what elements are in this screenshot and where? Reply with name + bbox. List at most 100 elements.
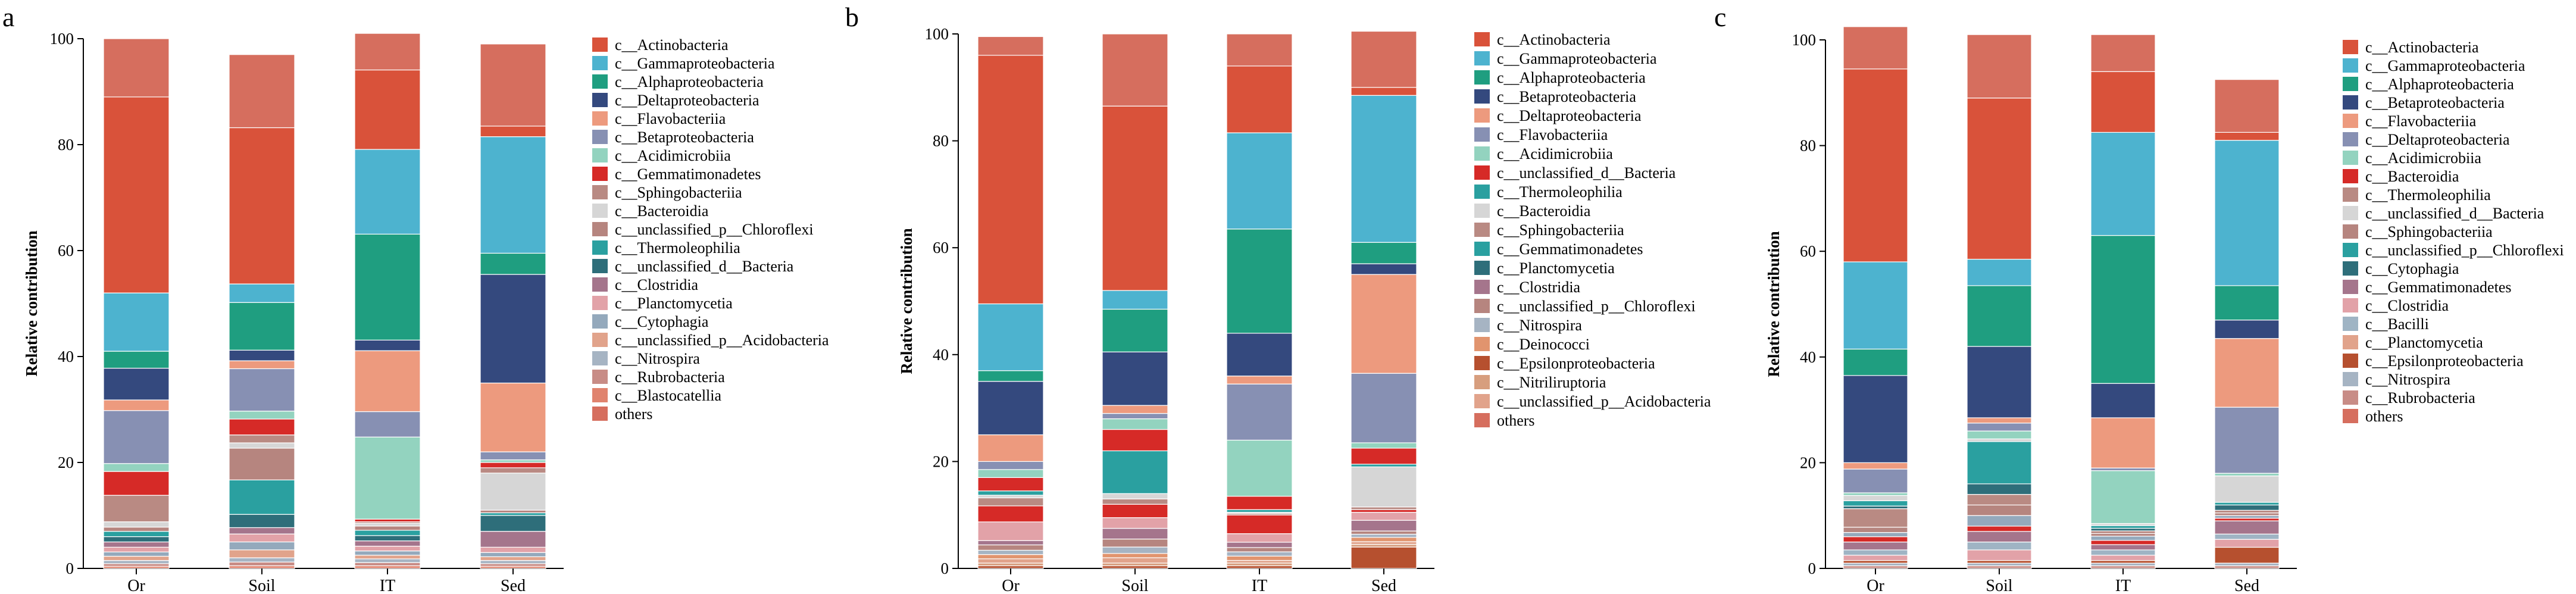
bar-segment — [1843, 508, 1908, 528]
bar-segment — [354, 69, 421, 150]
bar-segment — [2214, 512, 2280, 516]
bar-segment — [1967, 565, 2032, 569]
bar-segment — [2090, 235, 2156, 384]
legend-swatch — [2343, 132, 2358, 146]
bar-segment — [103, 526, 170, 532]
legend-label: c__Cytophagia — [615, 313, 709, 330]
legend-swatch — [2343, 317, 2358, 331]
bar-segment — [1350, 530, 1417, 535]
bar-segment — [103, 536, 170, 543]
bar-segment — [1350, 546, 1417, 569]
bar-segment — [229, 448, 295, 480]
bar-segment — [1350, 466, 1417, 508]
bar-segment — [1350, 533, 1417, 538]
bar-segment — [2214, 518, 2280, 521]
bar-segment — [1350, 509, 1417, 513]
bar-segment — [1843, 532, 1908, 537]
bar-segment — [977, 36, 1044, 56]
legend-swatch — [2343, 95, 2358, 110]
bar-segment — [229, 418, 295, 436]
x-tick-label: Soil — [248, 577, 275, 594]
bar-segment — [2090, 540, 2156, 545]
bar-segment — [354, 149, 421, 235]
bar-segment — [1350, 274, 1417, 374]
bar-segment — [229, 368, 295, 412]
bar-segment — [977, 55, 1044, 305]
x-tick-label: Sed — [1371, 577, 1396, 594]
bar-segment — [229, 565, 295, 569]
bar-segment — [354, 546, 421, 552]
legend-swatch — [2343, 187, 2358, 202]
bar-segment — [103, 495, 170, 523]
legend-swatch — [2343, 280, 2358, 294]
bar-segment — [480, 560, 546, 564]
x-tick-label: Or — [1002, 577, 1020, 594]
legend-label: others — [615, 405, 653, 423]
legend-swatch — [1474, 32, 1490, 46]
bar-segment — [229, 349, 295, 361]
bar-segment — [1350, 541, 1417, 545]
legend-label: c__Planctomycetia — [1497, 260, 1615, 277]
bar-segment — [229, 434, 295, 443]
bar-segment — [1226, 514, 1293, 534]
legend-swatch — [592, 56, 608, 70]
bar-segment — [2090, 527, 2156, 532]
bar-segment — [2214, 285, 2280, 321]
bar-segment — [1967, 258, 2032, 286]
bar-segment — [354, 565, 421, 569]
legend-swatch — [1474, 165, 1490, 180]
legend-label: c__Alphaproteobacteria — [615, 73, 764, 90]
bar-segment — [2214, 515, 2280, 519]
bar-segment — [1102, 450, 1168, 494]
bar-segment — [1967, 526, 2032, 532]
legend-label: c__Sphingobacteriia — [1497, 221, 1624, 239]
x-tick-label: Soil — [1986, 577, 2012, 594]
legend-label: c__Cytophagia — [2365, 260, 2459, 277]
bar-segment — [1967, 541, 2032, 551]
bar-segment — [1102, 565, 1168, 569]
legend-label: c__Bacteroidia — [2365, 168, 2459, 185]
legend-label: c__Epsilonproteobacteria — [2365, 352, 2524, 370]
y-axis-label: Relative contribution — [1765, 231, 1783, 377]
bar-segment — [977, 381, 1044, 436]
legend-label: c__Deltaproteobacteria — [615, 92, 759, 109]
bar-segment — [2214, 475, 2280, 503]
bar-segment — [480, 462, 546, 468]
bar-segment — [354, 555, 421, 559]
legend-swatch — [1474, 70, 1490, 85]
legend-swatch — [592, 314, 608, 329]
legend-swatch — [592, 204, 608, 218]
bar-segment — [1102, 498, 1168, 505]
bar-segment — [977, 540, 1044, 546]
legend-label: c__Thermoleophilia — [2365, 186, 2491, 204]
legend-swatch — [1474, 337, 1490, 351]
legend-label: c__Flavobacteriia — [1497, 126, 1608, 143]
legend-swatch — [1474, 89, 1490, 104]
legend-swatch — [2343, 335, 2358, 349]
legend-label: c__Acidimicrobiia — [1497, 145, 1613, 162]
bar-segment — [1226, 65, 1293, 133]
bar-segment — [1843, 565, 1908, 569]
bar-segment — [1843, 549, 1908, 556]
bar-segment — [1843, 541, 1908, 551]
bar-segment — [103, 555, 170, 561]
legend-label: c__Planctomycetia — [615, 295, 733, 312]
legend-label: c__Rubrobacteria — [2365, 389, 2475, 407]
legend-label: c__unclassified_d__Bacteria — [1497, 164, 1676, 182]
bar-segment — [2090, 132, 2156, 236]
legend-label: c__Actinobacteria — [615, 36, 729, 54]
legend-swatch — [592, 351, 608, 365]
bar-segment — [1102, 351, 1168, 406]
bar-segment — [2090, 530, 2156, 534]
bar-segment — [1350, 373, 1417, 443]
bar-segment — [1226, 533, 1293, 543]
bar-segment — [1967, 483, 2032, 495]
bar-segment — [1843, 468, 1908, 493]
bar-segment — [103, 551, 170, 557]
bar-segment — [2214, 79, 2280, 133]
legend-label: c__Deltaproteobacteria — [2365, 131, 2510, 148]
legend-label: c__Betaproteobacteria — [2365, 94, 2505, 111]
bar-segment — [977, 565, 1044, 569]
bar-segment — [1102, 33, 1168, 107]
bar-segment — [354, 562, 421, 567]
